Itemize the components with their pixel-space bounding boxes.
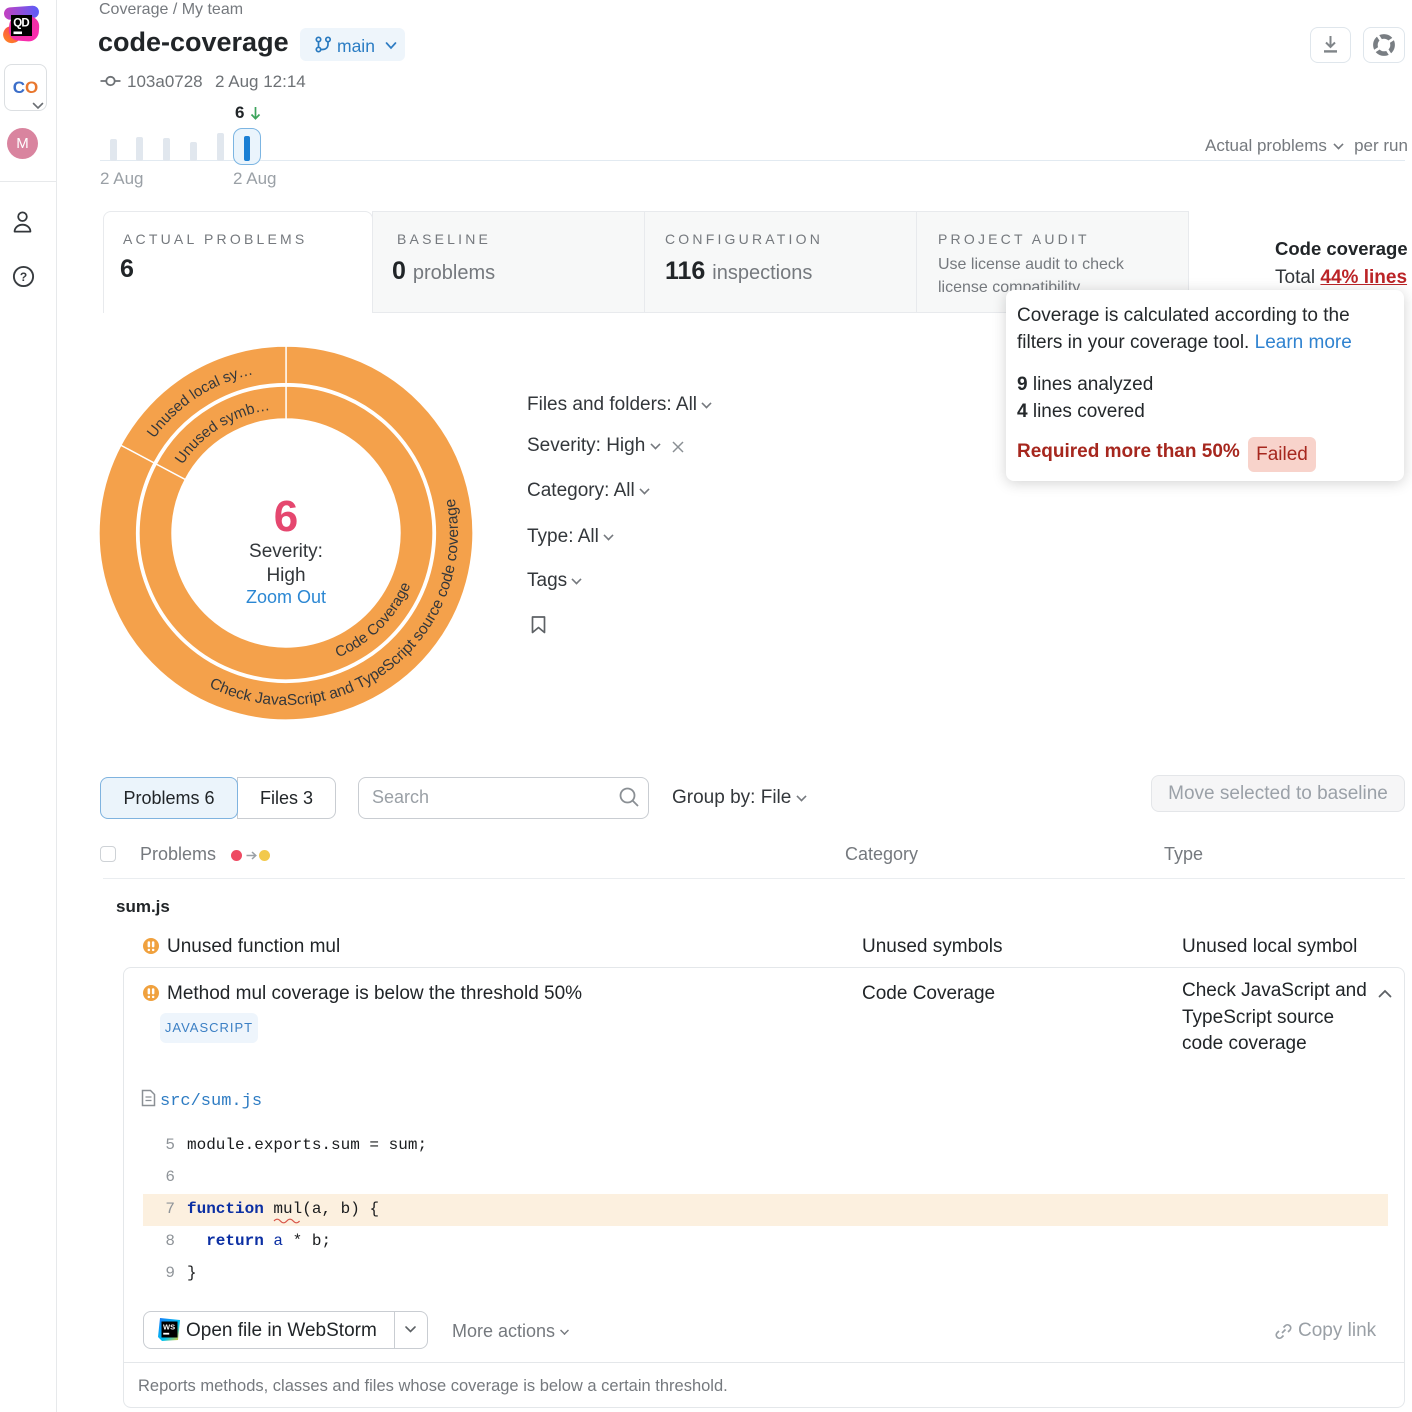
svg-text:?: ?	[20, 270, 27, 284]
svg-text:QD: QD	[13, 18, 29, 30]
svg-text:Zoom Out: Zoom Out	[246, 587, 326, 607]
svg-text:Severity:: Severity:	[249, 541, 323, 562]
svg-text:WS: WS	[163, 1323, 175, 1332]
svg-text:6: 6	[274, 492, 298, 541]
svg-text:High: High	[266, 565, 305, 586]
